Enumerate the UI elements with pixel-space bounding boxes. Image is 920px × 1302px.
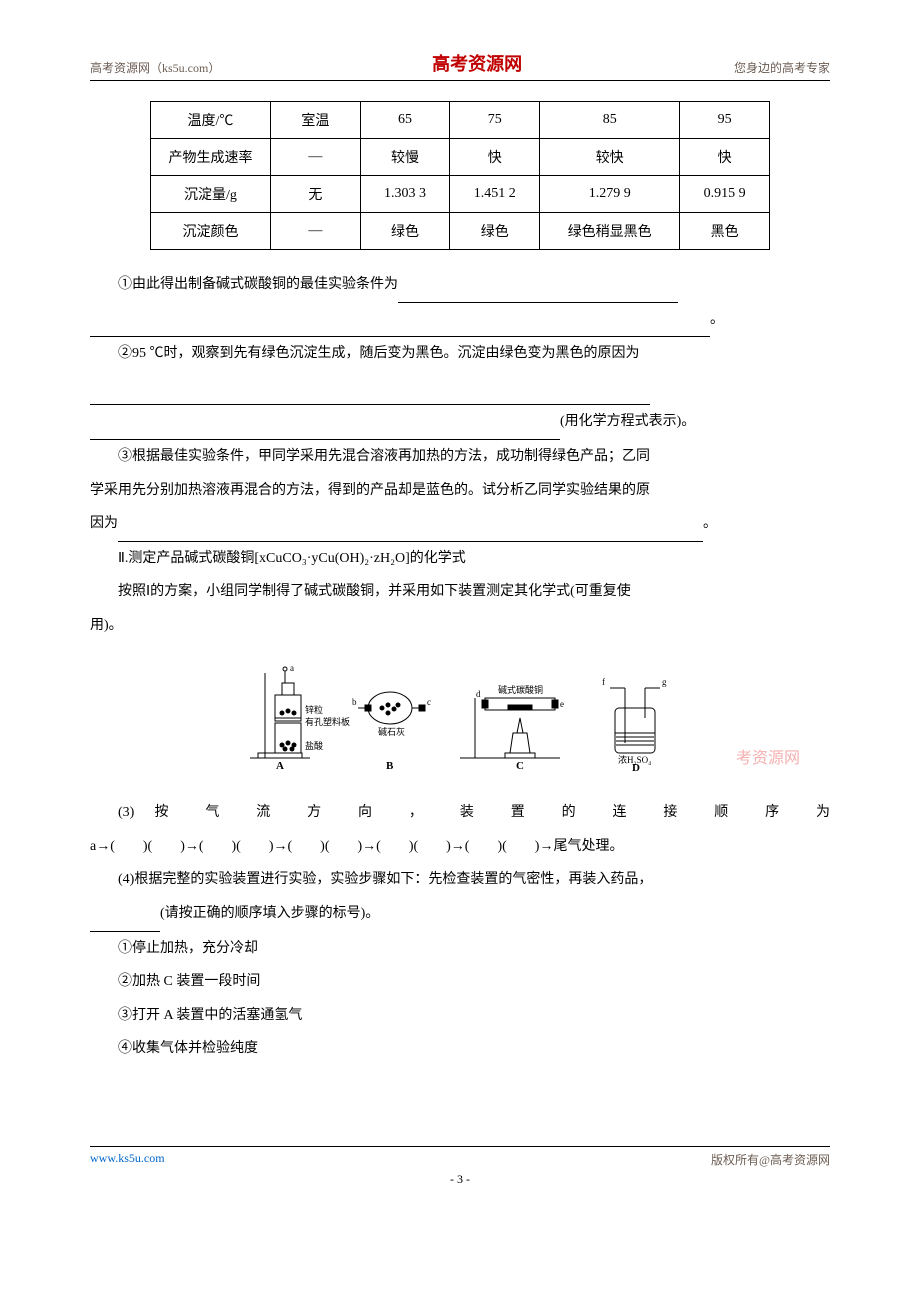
table-cell: 1.451 2: [450, 176, 540, 213]
port-g-label: g: [662, 677, 667, 687]
q4-line1: (4)根据完整的实验装置进行实验，实验步骤如下：先检查装置的气密性，再装入药品，: [90, 863, 830, 897]
port-c-label: c: [427, 697, 431, 707]
table-cell: 沉淀量/g: [151, 176, 271, 213]
plate-label: 有孔塑料板: [305, 716, 350, 727]
table-cell: —: [270, 139, 360, 176]
blank-underline: [90, 405, 560, 440]
blank-underline: [118, 507, 703, 542]
device-b-label: B: [386, 760, 394, 772]
zinc-label: 锌粒: [305, 704, 323, 715]
device-a-label: A: [276, 760, 284, 772]
table-row: 产物生成速率 — 较慢 快 较快 快: [151, 139, 770, 176]
q2-blank2: (用化学方程式表示)。: [90, 405, 830, 440]
q4-line2: (请按正确的顺序填入步骤的标号)。: [90, 897, 830, 932]
sentence-period: 。: [710, 312, 724, 327]
table-cell: 室温: [270, 102, 360, 139]
table-cell: 绿色: [450, 213, 540, 250]
step-2: ②加热 C 装置一段时间: [90, 965, 830, 999]
table-cell: 85: [540, 102, 680, 139]
header-center: 高考资源网: [432, 50, 522, 76]
header-right: 您身边的高考专家: [734, 59, 830, 76]
table-cell: 65: [360, 102, 450, 139]
table-cell: 75: [450, 102, 540, 139]
table-cell: 沉淀颜色: [151, 213, 271, 250]
figure-watermark: 考资源网: [736, 740, 800, 778]
port-e-label: e: [560, 699, 564, 709]
table-cell: 1.279 9: [540, 176, 680, 213]
part2-body-1: 按照Ⅰ的方案，小组同学制得了碱式碳酸铜，并采用如下装置测定其化学式(可重复使: [90, 575, 830, 609]
blank-underline: [90, 303, 710, 338]
table-cell: 快: [450, 139, 540, 176]
q1-blank2: 。: [90, 303, 830, 338]
table-cell: 产物生成速率: [151, 139, 271, 176]
q3-line2: 学采用先分别加热溶液再混合的方法，得到的产品却是蓝色的。试分析乙同学实验结果的原: [90, 474, 830, 508]
table-row: 温度/℃ 室温 65 75 85 95: [151, 102, 770, 139]
q4-tail: (请按正确的顺序填入步骤的标号)。: [160, 906, 379, 921]
q2-tail: (用化学方程式表示)。: [560, 414, 695, 429]
question-body: ①由此得出制备碱式碳酸铜的最佳实验条件为 。 ②95 ℃时，观察到先有绿色沉淀生…: [90, 268, 830, 1066]
apparatus-figure: a 锌粒 有孔塑料板 盐酸 A b c 碱石灰 B: [90, 653, 830, 787]
part2-body-2: 用)。: [90, 609, 830, 643]
q1-text: ①由此得出制备碱式碳酸铜的最佳实验条件为: [118, 277, 398, 292]
header-left: 高考资源网（ks5u.com）: [90, 59, 220, 76]
table-cell: 较快: [540, 139, 680, 176]
table-cell: 黑色: [680, 213, 770, 250]
device-c-label: C: [516, 760, 524, 772]
q3-line3: 因为 。: [90, 507, 830, 542]
device-d-label: D: [632, 762, 640, 773]
page-footer: www.ks5u.com 版权所有@高考资源网 - 3 -: [90, 1146, 830, 1187]
page-container: 高考资源网（ks5u.com） 高考资源网 您身边的高考专家 温度/℃ 室温 6…: [0, 0, 920, 1217]
port-d-label: d: [476, 689, 481, 699]
footer-copy: 版权所有@高考资源网: [711, 1151, 830, 1168]
q3-prefix: 因为: [90, 516, 118, 531]
table-cell: 95: [680, 102, 770, 139]
table-cell: 0.915 9: [680, 176, 770, 213]
port-a-label: a: [290, 663, 294, 673]
sentence-period: 。: [703, 516, 717, 531]
page-header: 高考资源网（ks5u.com） 高考资源网 您身边的高考专家: [90, 50, 830, 81]
q3seq-lead: (3) 按 气 流 方 向 ， 装 置 的 连 接 顺 序 为: [90, 796, 830, 830]
table-row: 沉淀量/g 无 1.303 3 1.451 2 1.279 9 0.915 9: [151, 176, 770, 213]
table-cell: 无: [270, 176, 360, 213]
footer-pagenum: - 3 -: [90, 1172, 830, 1187]
table-row: 沉淀颜色 — 绿色 绿色 绿色稍显黑色 黑色: [151, 213, 770, 250]
step-1: ①停止加热，充分冷却: [90, 932, 830, 966]
q3seq-body: a→( )( )→( )( )→( )( )→( )( )→( )( )→尾气处…: [90, 830, 830, 864]
table-cell: 绿色: [360, 213, 450, 250]
part2-title: Ⅱ.测定产品碱式碳酸铜[xCuCO₃·yCu(OH)₂·zH₂O]的化学式: [90, 542, 830, 576]
table-cell: 温度/℃: [151, 102, 271, 139]
q1-line: ①由此得出制备碱式碳酸铜的最佳实验条件为: [90, 268, 830, 303]
lime-label: 碱石灰: [378, 726, 405, 737]
table-cell: 较慢: [360, 139, 450, 176]
table-cell: —: [270, 213, 360, 250]
step-4: ④收集气体并检验纯度: [90, 1032, 830, 1066]
q2-blank1: [90, 371, 830, 406]
blank-underline: [398, 268, 678, 303]
q2-line: ②95 ℃时，观察到先有绿色沉淀生成，随后变为黑色。沉淀由绿色变为黑色的原因为: [90, 337, 830, 371]
blank-underline: [90, 371, 650, 406]
experiment-table: 温度/℃ 室温 65 75 85 95 产物生成速率 — 较慢 快 较快 快 沉…: [150, 101, 770, 250]
hcl-label: 盐酸: [305, 740, 323, 751]
apparatus-svg: a 锌粒 有孔塑料板 盐酸 A b c 碱石灰 B: [230, 653, 690, 773]
table-cell: 1.303 3: [360, 176, 450, 213]
footer-url: www.ks5u.com: [90, 1151, 165, 1168]
q3-line1: ③根据最佳实验条件，甲同学采用先混合溶液再加热的方法，成功制得绿色产品；乙同: [90, 440, 830, 474]
port-f-label: f: [602, 677, 605, 687]
sample-label: 碱式碳酸铜: [498, 684, 543, 695]
blank-underline: [90, 897, 160, 932]
port-b-label: b: [352, 697, 357, 707]
q2-text: ②95 ℃时，观察到先有绿色沉淀生成，随后变为黑色。沉淀由绿色变为黑色的原因为: [118, 346, 640, 361]
table-cell: 绿色稍显黑色: [540, 213, 680, 250]
step-3: ③打开 A 装置中的活塞通氢气: [90, 999, 830, 1033]
table-cell: 快: [680, 139, 770, 176]
